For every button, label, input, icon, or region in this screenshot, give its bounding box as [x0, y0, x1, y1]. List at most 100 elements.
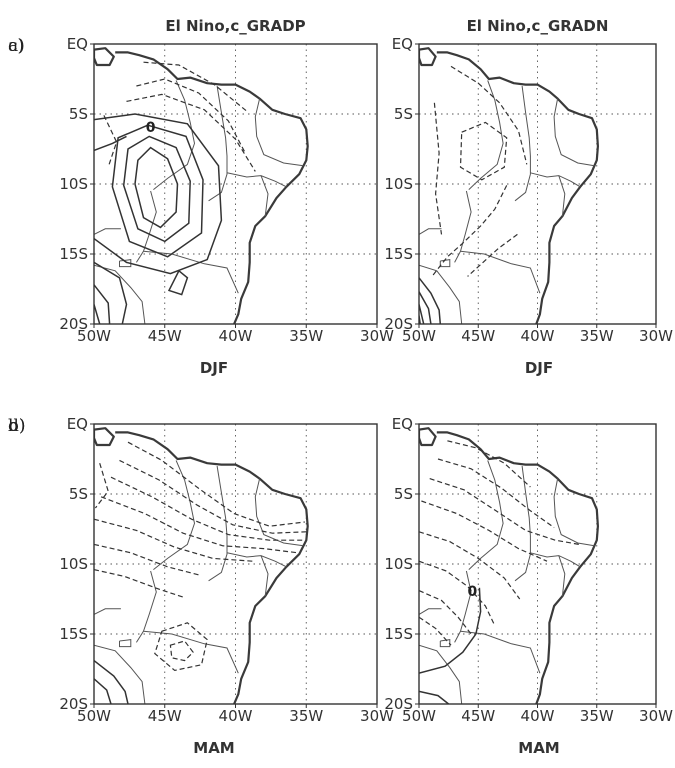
y-tick-label: 5S — [394, 105, 413, 123]
panel-4: 0 50W 45W 40W 35W 30W EQ 5S 10S 15S 20S d) MAM — [8, 415, 673, 757]
contour-positive — [419, 587, 482, 674]
x-tick-label: 45W — [461, 707, 495, 725]
panel-title: El Nino,c_GRADP — [165, 17, 305, 35]
contour-negative — [100, 496, 298, 554]
contour-positive — [94, 261, 128, 324]
y-tick-label: 5S — [69, 105, 88, 123]
contour-negative — [119, 459, 307, 534]
contour-positive — [419, 304, 425, 324]
state-border — [419, 608, 442, 615]
state-border — [558, 175, 566, 217]
y-tick-label: 10S — [384, 175, 413, 193]
season-label: MAM — [518, 739, 559, 757]
state-border — [553, 98, 595, 167]
y-tick-label: EQ — [392, 35, 413, 53]
state-border — [468, 80, 504, 190]
map-area — [419, 44, 656, 324]
panel-1: 0 50W 45W 40W 35W 30W EQ 5S 10S 15S 20S a) El Nino,c… — [8, 17, 394, 377]
contour-positive — [419, 291, 432, 324]
contour-label: 0 — [467, 584, 477, 600]
contour-negative — [94, 543, 201, 576]
x-tick-label: 35W — [580, 327, 614, 345]
contour-negative — [421, 500, 548, 562]
x-tick-label: 50W — [402, 707, 436, 725]
panel-letter: b) — [8, 416, 26, 436]
map-area: 0 — [419, 424, 656, 704]
x-tick-label: 40W — [521, 327, 555, 345]
state-border — [460, 250, 541, 294]
x-tick-label: 30W — [639, 327, 673, 345]
state-border — [514, 85, 531, 202]
contour-negative — [419, 560, 496, 626]
state-border — [226, 172, 287, 188]
y-tick-label: EQ — [67, 415, 88, 433]
state-border — [94, 228, 121, 235]
map-area — [94, 424, 377, 704]
state-border — [439, 259, 451, 268]
contour-positive — [419, 690, 450, 704]
x-tick-label: 35W — [289, 327, 323, 345]
x-tick-label: 40W — [521, 707, 555, 725]
contour-negative — [136, 78, 246, 154]
state-border — [460, 630, 541, 674]
state-border — [208, 85, 228, 202]
x-tick-label: 50W — [77, 707, 111, 725]
map-area: 0 — [94, 44, 377, 324]
state-border — [260, 175, 269, 217]
panel-letter: c) — [8, 36, 24, 56]
contour-negative — [419, 616, 452, 646]
y-tick-label: 15S — [384, 625, 413, 643]
state-border — [119, 639, 132, 648]
contour-negative — [433, 102, 443, 235]
x-tick-label: 35W — [580, 707, 614, 725]
x-tick-label: 35W — [289, 707, 323, 725]
x-tick-label: 50W — [77, 327, 111, 345]
x-tick-label: 50W — [402, 327, 436, 345]
state-border — [553, 478, 595, 547]
y-tick-label: EQ — [67, 35, 88, 53]
contour-negative — [127, 441, 305, 527]
y-tick-label: 20S — [59, 315, 88, 333]
state-border — [94, 644, 146, 704]
x-tick-label: 40W — [219, 707, 253, 725]
state-border — [94, 608, 121, 615]
coastline — [115, 431, 309, 704]
state-border — [153, 80, 196, 190]
contour-negative — [437, 458, 555, 529]
contour-positive — [94, 660, 129, 704]
state-border — [530, 172, 581, 188]
state-border — [254, 98, 304, 167]
state-border — [468, 460, 504, 570]
contour-positive — [134, 146, 179, 229]
state-border — [514, 465, 531, 582]
x-tick-label: 30W — [639, 707, 673, 725]
state-border — [419, 228, 442, 235]
state-border — [260, 555, 269, 597]
contour-positive — [122, 135, 191, 243]
coastline — [115, 51, 309, 324]
x-tick-label: 30W — [360, 327, 394, 345]
contour-negative — [110, 476, 304, 541]
state-border — [454, 570, 472, 643]
y-tick-label: 5S — [69, 485, 88, 503]
state-border — [454, 190, 472, 263]
x-tick-label: 45W — [461, 327, 495, 345]
contour-positive — [167, 269, 189, 296]
season-label: DJF — [525, 359, 553, 377]
contour-positive — [94, 284, 111, 324]
contour-positive — [94, 113, 223, 275]
contour-negative — [450, 65, 528, 165]
state-border — [143, 250, 239, 294]
contour-positive — [111, 124, 204, 258]
state-border — [439, 639, 451, 648]
y-tick-label: 5S — [394, 485, 413, 503]
marajo-island-outline — [94, 47, 115, 67]
y-tick-label: 20S — [384, 695, 413, 713]
contour-positive — [94, 678, 112, 704]
state-border — [530, 552, 581, 568]
x-tick-label: 45W — [148, 707, 182, 725]
contour-negative — [429, 478, 580, 545]
x-tick-label: 40W — [219, 327, 253, 345]
state-border — [419, 644, 463, 704]
